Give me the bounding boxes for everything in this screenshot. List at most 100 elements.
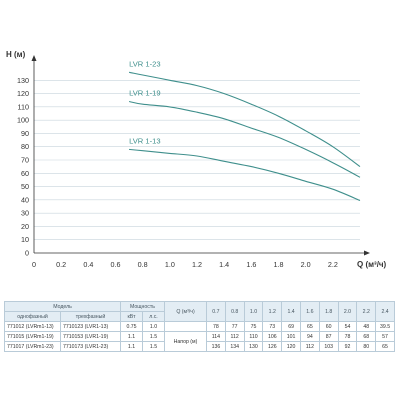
head-value: 39.5 bbox=[375, 321, 395, 332]
three-phase-model: 7710173 (LVR1-23) bbox=[60, 341, 121, 352]
y-tick-label: 10 bbox=[21, 235, 29, 244]
curves bbox=[128, 71, 361, 202]
single-phase-model: 771012 (LVRm1-13) bbox=[4, 321, 61, 332]
series-line bbox=[128, 100, 361, 178]
head-value: 112 bbox=[299, 341, 320, 352]
head-value: 77 bbox=[224, 321, 245, 332]
q-col-header: 1.2 bbox=[262, 301, 283, 322]
y-tick-label: 130 bbox=[17, 76, 29, 85]
head-value: 130 bbox=[243, 341, 264, 352]
pump-curve-chart: 0 10 20 30 40 50 60 70 80 90 100 110 120 130 0 0.2 0.4 0.… bbox=[6, 50, 387, 269]
head-value: 103 bbox=[318, 341, 339, 352]
q-col-header: 1.8 bbox=[318, 301, 339, 322]
head-value: 78 bbox=[337, 331, 358, 342]
x-tick-label: 0.6 bbox=[111, 260, 121, 269]
y-tick-label: 40 bbox=[21, 195, 29, 204]
x-axis-arrow bbox=[364, 250, 370, 256]
model-header: Модель bbox=[4, 301, 121, 312]
series-label: LVR 1-19 bbox=[129, 89, 161, 98]
head-value: 126 bbox=[262, 341, 283, 352]
q-header: Q (м³/ч) bbox=[164, 301, 207, 322]
head-value: 48 bbox=[356, 321, 377, 332]
head-value: 57 bbox=[375, 331, 395, 342]
head-value: 110 bbox=[243, 331, 264, 342]
head-value: 68 bbox=[356, 331, 377, 342]
y-axis-label: H (м) bbox=[6, 50, 26, 59]
x-tick-label: 2.2 bbox=[328, 260, 338, 269]
head-value: 94 bbox=[299, 331, 320, 342]
axes bbox=[31, 55, 370, 256]
x-tick-label: 0.2 bbox=[56, 260, 66, 269]
q-col-header: 1.4 bbox=[281, 301, 301, 322]
head-value: 106 bbox=[262, 331, 283, 342]
table-row: 771015 (LVRm1-19) 7710153 (LVR1-19) 1.1 1.5… bbox=[4, 331, 395, 352]
head-value: 69 bbox=[281, 321, 301, 332]
head-value: 54 bbox=[337, 321, 358, 332]
q-row-label bbox=[164, 321, 207, 332]
y-axis-arrow bbox=[31, 55, 37, 61]
table-header-row: Модель Мощность Q (м³/ч) 0.7 0.8 1.0 1.2… bbox=[4, 301, 395, 322]
head-value: 73 bbox=[262, 321, 283, 332]
head-value: 120 bbox=[281, 341, 301, 352]
three-phase-model: 7710153 (LVR1-19) bbox=[60, 331, 121, 342]
q-col-header: 1.6 bbox=[299, 301, 320, 322]
power-kw: 1.1 bbox=[120, 341, 143, 352]
head-value: 87 bbox=[318, 331, 339, 342]
y-tick-label: 100 bbox=[17, 116, 29, 125]
head-value: 114 bbox=[206, 331, 226, 342]
power-hp: 1.0 bbox=[142, 321, 165, 332]
y-tick-label: 80 bbox=[21, 142, 29, 151]
y-tick-label: 0 bbox=[25, 249, 29, 258]
series-label: LVR 1-23 bbox=[129, 59, 161, 68]
table-row: 771017 (LVRm1-23) 7710173 (LVR1-23) 1.1 1.5… bbox=[4, 341, 395, 352]
head-value: 60 bbox=[318, 321, 339, 332]
power-hp: 1.5 bbox=[142, 341, 165, 352]
x-tick-label: 1.0 bbox=[165, 260, 175, 269]
x-axis-label: Q (м³/ч) bbox=[357, 260, 387, 269]
single-phase-model: 771015 (LVRm1-19) bbox=[4, 331, 61, 342]
kw-header: кВт bbox=[120, 311, 143, 322]
y-tick-label: 50 bbox=[21, 182, 29, 191]
head-value: 65 bbox=[375, 341, 395, 352]
y-tick-label: 110 bbox=[18, 102, 29, 111]
three-phase-model: 7710123 (LVR1-13) bbox=[60, 321, 121, 332]
head-value: 65 bbox=[299, 321, 320, 332]
series-line bbox=[128, 71, 361, 168]
hp-header: л.с. bbox=[142, 311, 165, 322]
q-col-header: 2.0 bbox=[337, 301, 358, 322]
head-value: 112 bbox=[224, 331, 245, 342]
head-value: 80 bbox=[356, 341, 377, 352]
single-phase-model: 771017 (LVRm1-23) bbox=[4, 341, 61, 352]
power-kw: 0.75 bbox=[120, 321, 143, 332]
y-tick-label: 60 bbox=[21, 169, 29, 178]
power-kw: 1.1 bbox=[120, 331, 143, 342]
q-col-header: 2.2 bbox=[356, 301, 377, 322]
spec-table: Модель Мощность Q (м³/ч) 0.7 0.8 1.0 1.2… bbox=[4, 301, 395, 352]
x-tick-label: 1.8 bbox=[274, 260, 284, 269]
y-tick-label: 30 bbox=[21, 209, 29, 218]
single-phase-header: однофазный bbox=[4, 311, 61, 322]
power-hp: 1.5 bbox=[142, 331, 165, 342]
table-row: 771012 (LVRm1-13) 7710123 (LVR1-13) 0.75 1.… bbox=[4, 321, 395, 332]
y-tick-label: 20 bbox=[21, 222, 29, 231]
labels: 0 10 20 30 40 50 60 70 80 90 100 110 120 130 0 0.2 0.4 0.… bbox=[6, 50, 387, 269]
three-phase-header: трехфазный bbox=[60, 311, 121, 322]
x-tick-label: 2.0 bbox=[301, 260, 311, 269]
head-value: 75 bbox=[243, 321, 264, 332]
grid bbox=[34, 79, 360, 241]
head-value: 136 bbox=[206, 341, 226, 352]
head-value: 78 bbox=[206, 321, 226, 332]
y-tick-label: 70 bbox=[21, 156, 29, 165]
q-col-header: 0.7 bbox=[206, 301, 226, 322]
q-col-header: 2.4 bbox=[375, 301, 395, 322]
head-value: 101 bbox=[281, 331, 301, 342]
head-value: 92 bbox=[337, 341, 358, 352]
x-tick-label: 0 bbox=[32, 260, 36, 269]
series-label: LVR 1-13 bbox=[129, 136, 161, 145]
head-value: 134 bbox=[224, 341, 245, 352]
y-tick-label: 120 bbox=[17, 89, 29, 98]
y-tick-label: 90 bbox=[21, 129, 29, 138]
x-tick-label: 1.4 bbox=[219, 260, 229, 269]
q-col-header: 1.0 bbox=[243, 301, 264, 322]
x-tick-label: 1.6 bbox=[246, 260, 256, 269]
